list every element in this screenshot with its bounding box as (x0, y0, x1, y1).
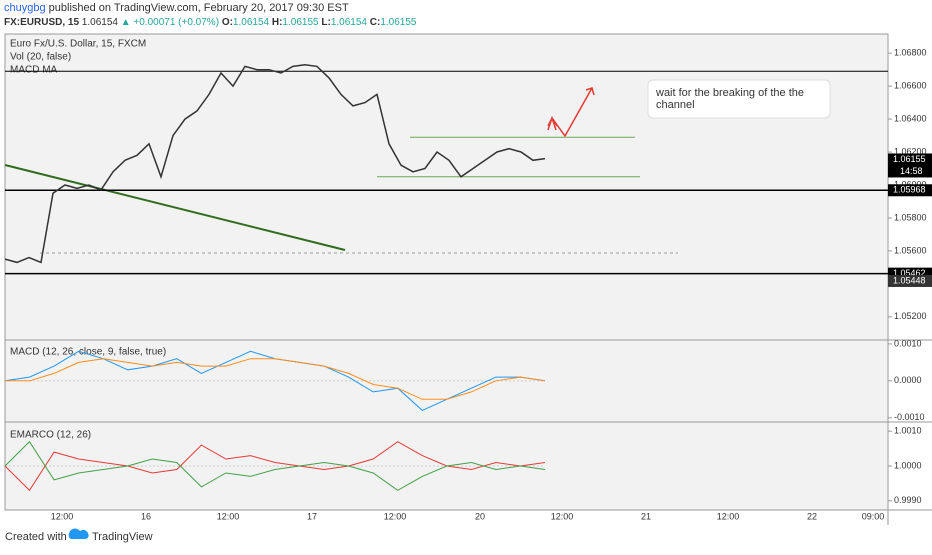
panel-label: Vol (20, false) (10, 52, 71, 63)
panel-title: MACD (12, 26, close, 9, false, true) (10, 347, 166, 358)
y-tick-label: 1.0010 (894, 426, 922, 436)
x-tick-label: 12:00 (217, 511, 240, 521)
price-label: 1.05448 (893, 275, 926, 285)
price-label: 1.05462 (893, 268, 926, 278)
y-tick-label: 1.05200 (894, 311, 927, 321)
trend-line (4, 164, 346, 251)
x-tick-label: 12:00 (717, 511, 740, 521)
y-tick-label: 0.9990 (894, 495, 922, 505)
x-tick-label: 21 (641, 511, 651, 521)
y-tick-label: 1.06400 (894, 113, 927, 123)
price-label: 1.05968 (893, 185, 926, 195)
y-tick-label: 1.06200 (894, 146, 927, 156)
series-line (5, 358, 546, 400)
panel-title: Euro Fx/U.S. Dollar, 15, FXCM (10, 39, 146, 50)
y-tick-label: 0.0000 (894, 375, 922, 385)
x-tick-label: 20 (475, 511, 485, 521)
series-line (4, 440, 546, 491)
logo (68, 528, 89, 539)
y-tick-label: 1.06600 (894, 81, 927, 91)
y-tick-label: 1.05800 (894, 212, 927, 222)
countdown: 14:58 (900, 166, 923, 176)
price-label-box (888, 184, 932, 197)
current-price: 1.06155 (893, 154, 926, 164)
author: chuygbg published on TradingView.com, Fe… (4, 2, 349, 14)
x-tick-label: 12:00 (384, 511, 407, 521)
x-tick-label: 17 (307, 511, 317, 521)
x-tick-label: 22 (807, 511, 817, 521)
y-tick-label: 1.06800 (894, 48, 927, 58)
y-tick-label: -0.0010 (894, 412, 925, 422)
y-tick-label: 1.05600 (894, 245, 927, 255)
panel-title: EMARCO (12, 26) (10, 430, 91, 441)
panel-label: MACD MA (10, 65, 58, 76)
x-tick-label: 12:00 (551, 511, 574, 521)
symbol-line: FX:EURUSD, 15 1.06154 ▲ +0.00071 (+0.07%… (4, 17, 417, 28)
y-tick-label: 0.0010 (894, 338, 922, 348)
x-tick-label: 16 (141, 511, 151, 521)
series-line (4, 441, 546, 492)
annotation: wait for the breaking of the the channel (655, 87, 804, 111)
footer-created: Created with (5, 531, 67, 543)
series-line (4, 63, 546, 264)
y-tick-label: 1.0000 (894, 460, 922, 470)
x-tick-label: 12:00 (51, 511, 74, 521)
footer-brand[interactable]: TradingView (92, 531, 153, 543)
price-label-box (888, 274, 932, 287)
annotation-box (647, 79, 831, 119)
arrows (547, 87, 595, 138)
price-label-box (888, 153, 932, 178)
x-tick-label: 09:00 (862, 511, 885, 521)
